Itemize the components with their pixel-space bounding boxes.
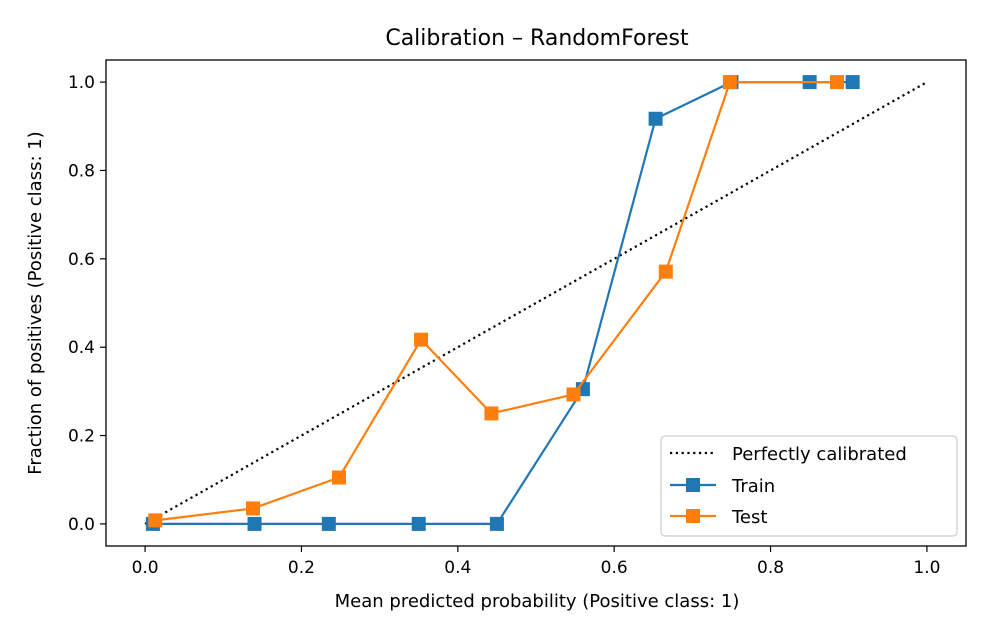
y-tick-label: 0.6 bbox=[68, 250, 95, 270]
y-tick-label: 0.4 bbox=[68, 338, 95, 358]
x-tick-label: 0.6 bbox=[601, 558, 628, 578]
data-point-train bbox=[648, 111, 663, 126]
data-point-test bbox=[245, 501, 260, 516]
data-point-test bbox=[484, 406, 499, 421]
legend-label-reference: Perfectly calibrated bbox=[732, 444, 907, 465]
reference-line bbox=[144, 81, 928, 525]
data-point-test bbox=[830, 75, 844, 90]
legend: Perfectly calibrated Train Test bbox=[660, 435, 958, 537]
legend-box bbox=[660, 435, 958, 537]
data-point-train bbox=[411, 516, 426, 531]
x-axis-label: Mean predicted probability (Positive cla… bbox=[335, 591, 740, 612]
x-tick-label: 0.8 bbox=[757, 558, 784, 578]
legend-swatch-train-marker bbox=[686, 478, 700, 492]
y-tick-label: 1.0 bbox=[68, 73, 95, 93]
y-tick-label: 0.2 bbox=[68, 427, 95, 447]
x-tick-label: 0.2 bbox=[288, 558, 315, 578]
y-axis-label: Fraction of positives (Positive class: 1… bbox=[25, 131, 46, 474]
y-tick-label: 0.8 bbox=[68, 161, 95, 181]
data-point-test bbox=[331, 470, 346, 485]
data-point-test bbox=[658, 264, 673, 279]
legend-swatch-test-marker bbox=[686, 509, 700, 523]
x-tick-label: 1.0 bbox=[913, 558, 940, 578]
data-point-test bbox=[566, 387, 581, 402]
plot-area bbox=[144, 75, 928, 531]
data-point-train bbox=[247, 516, 262, 531]
legend-label-test: Test bbox=[731, 507, 767, 528]
data-point-train bbox=[845, 75, 860, 90]
data-point-train bbox=[489, 516, 504, 531]
x-tick-label: 0.4 bbox=[444, 558, 471, 578]
y-tick-label: 0.0 bbox=[68, 515, 95, 535]
data-point-train bbox=[321, 516, 336, 531]
x-tick-label: 0.0 bbox=[132, 558, 159, 578]
chart-title: Calibration – RandomForest bbox=[385, 26, 689, 51]
legend-label-train: Train bbox=[731, 476, 775, 497]
series-test bbox=[148, 75, 844, 528]
y-axis: 0.0 0.2 0.4 0.6 0.8 1.0 bbox=[68, 73, 106, 535]
data-point-test bbox=[722, 75, 737, 90]
x-axis: 0.0 0.2 0.4 0.6 0.8 1.0 bbox=[132, 546, 940, 578]
plot-frame bbox=[105, 59, 967, 547]
data-point-test bbox=[414, 332, 429, 347]
data-point-test bbox=[148, 513, 163, 528]
